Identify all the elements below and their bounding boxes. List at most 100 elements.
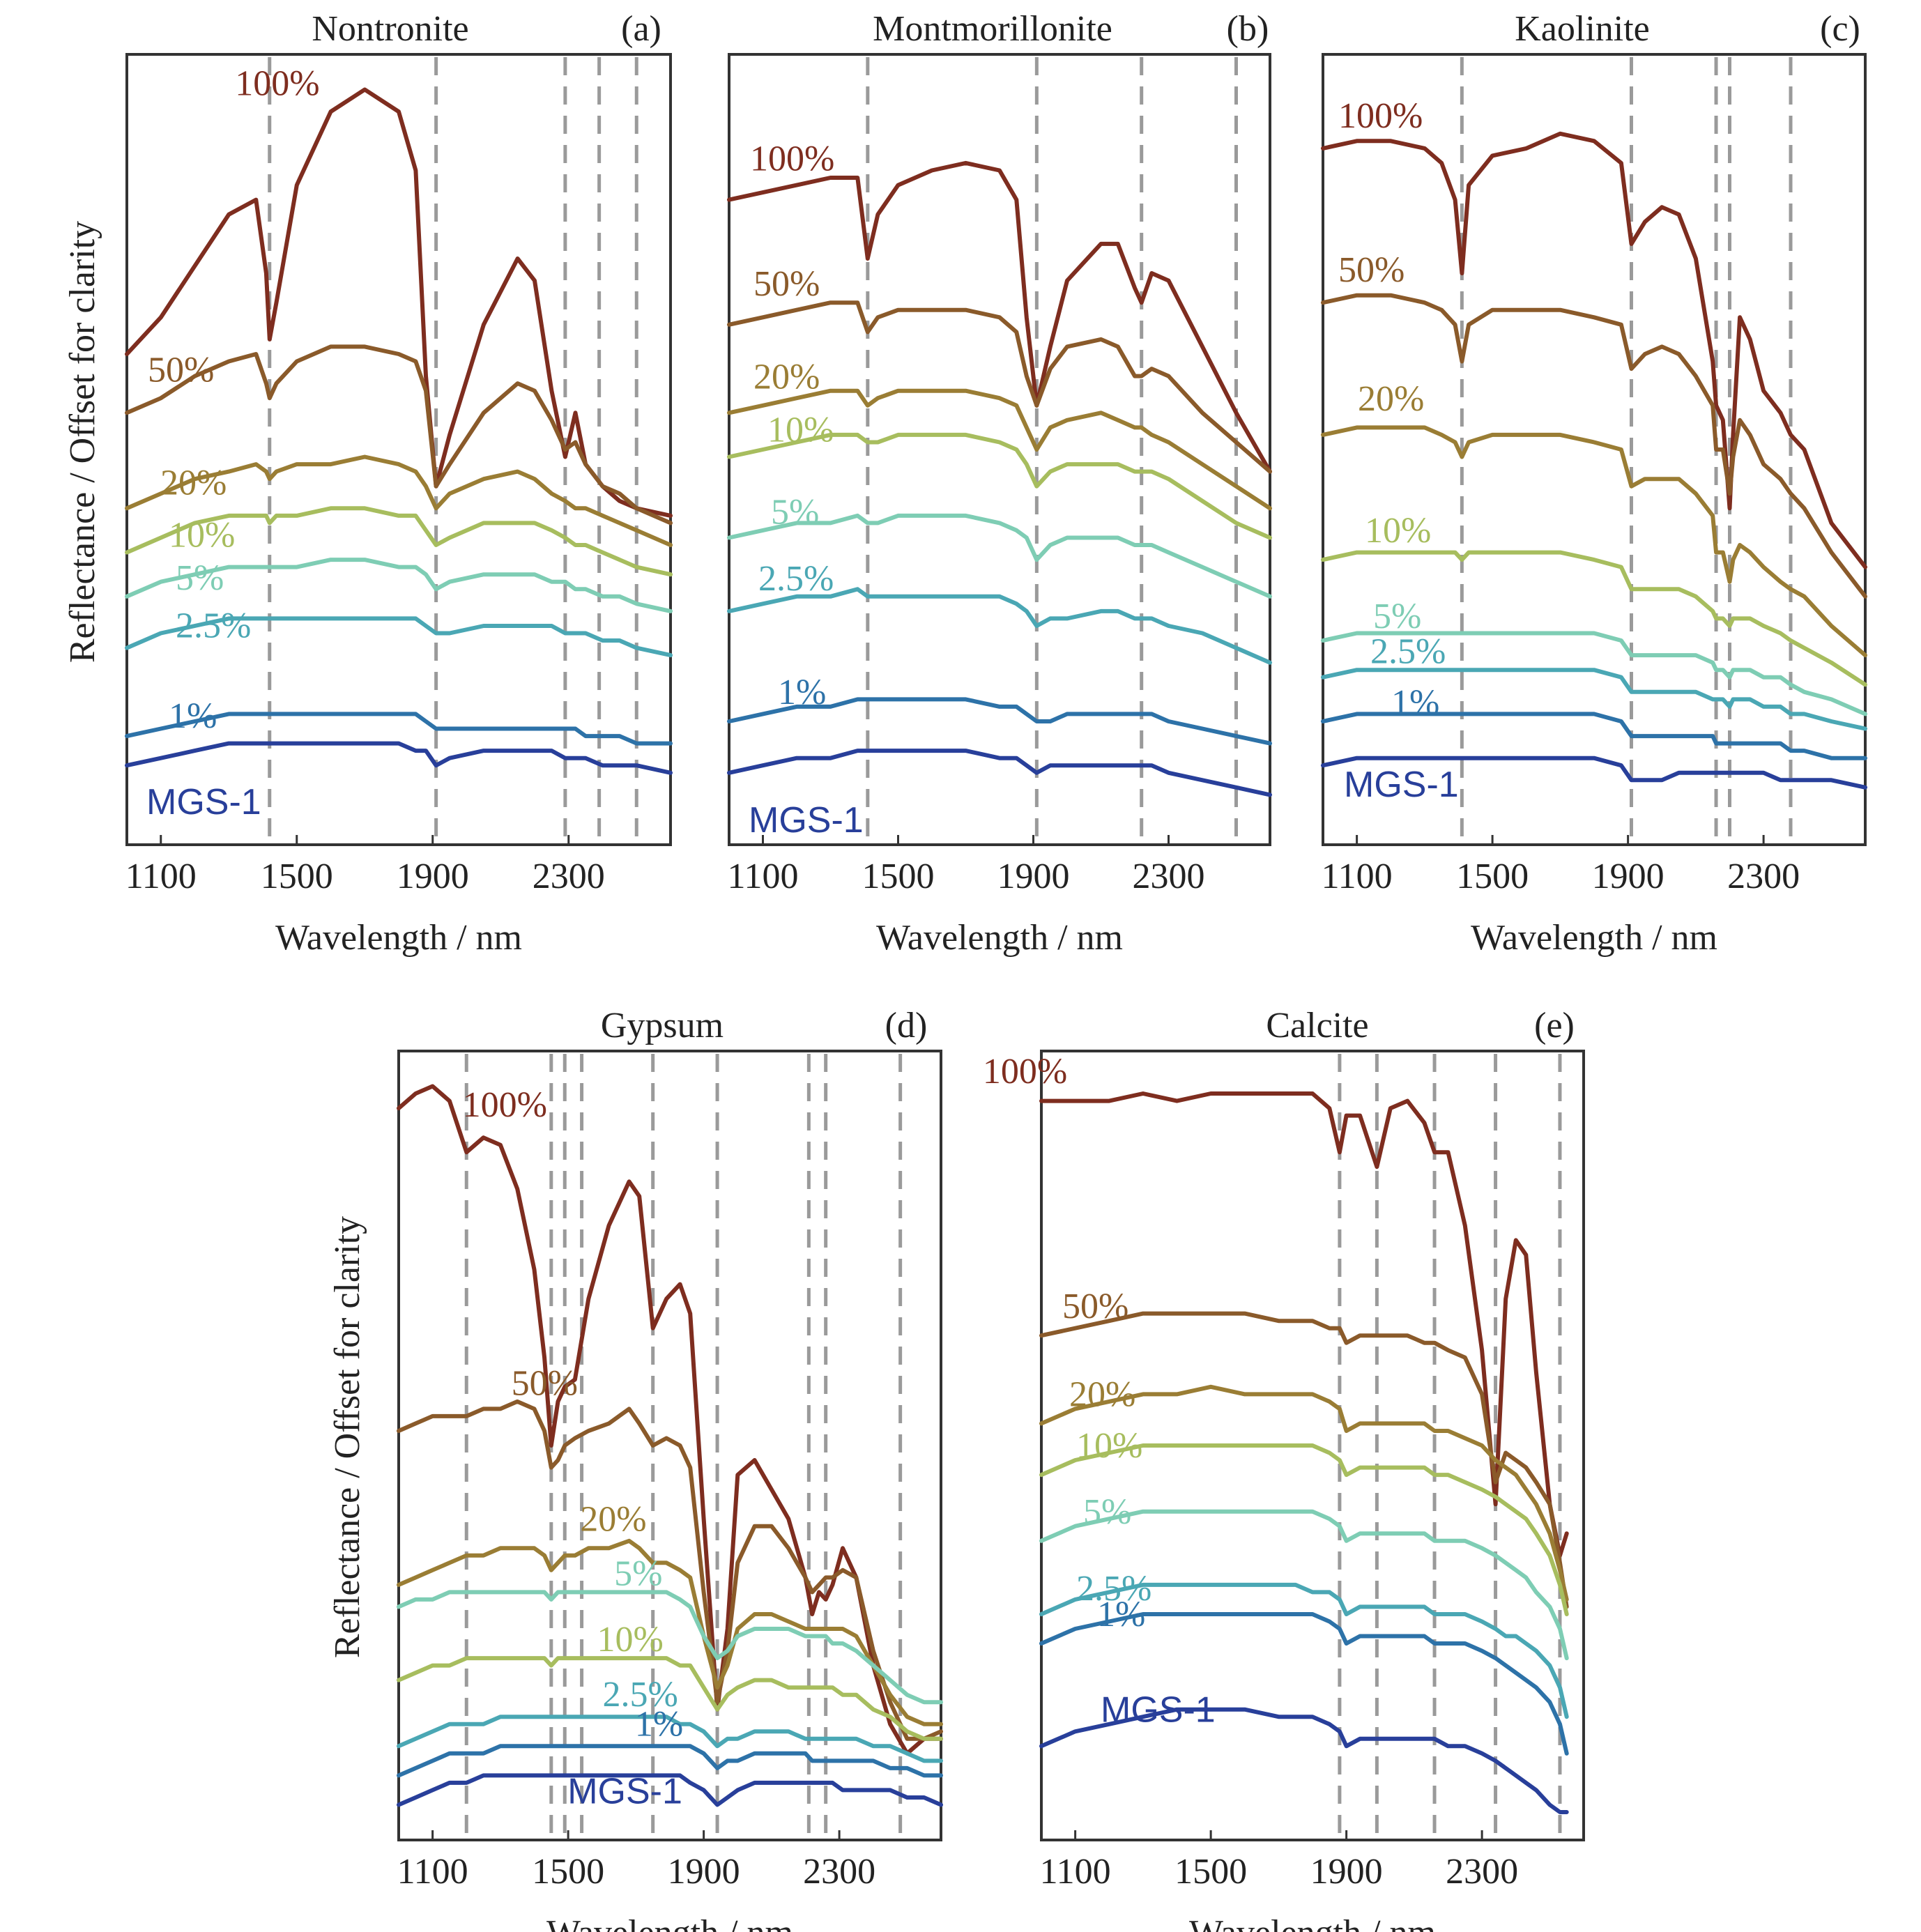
panel-a-x-tick-label-1100: 1100 <box>125 857 197 896</box>
panel-d-x-axis-label: Wavelength / nm <box>546 1913 793 1932</box>
panel-a-title: Nontronite <box>312 9 468 49</box>
panel-b-label-1pct: 1% <box>778 673 826 712</box>
panel-a-plot-frame <box>125 53 672 846</box>
panel-a-x-tick-label-2300: 2300 <box>533 857 605 896</box>
panel-e-letter: (e) <box>1534 1006 1575 1045</box>
panel-e-line-10pct <box>1039 1443 1569 1616</box>
panel-a-line-5pct <box>125 558 673 613</box>
panel-c-label-mgs1: MGS-1 <box>1344 765 1459 805</box>
panel-e-line-50pct <box>1039 1311 1569 1609</box>
panel-c-x-tick-label-1100: 1100 <box>1322 857 1393 896</box>
panel-a-line-1pct <box>125 712 673 746</box>
panel-c-x-axis-label: Wavelength / nm <box>1471 918 1717 958</box>
panel-b-x-tick-label-1900: 1900 <box>997 857 1070 896</box>
panel-d-title: Gypsum <box>601 1006 724 1045</box>
panel-c-x-tick-label-2300: 2300 <box>1727 857 1800 896</box>
panel-e-x-tick-label-1900: 1900 <box>1310 1852 1383 1892</box>
panel-c-letter: (c) <box>1820 9 1860 49</box>
panel-d-x-tick-label-2300: 2300 <box>803 1852 875 1892</box>
panel-a-x-axis-label: Wavelength / nm <box>275 918 522 958</box>
panel-b-line-20pct <box>727 388 1272 511</box>
panel-c-label-5pct: 5% <box>1373 597 1421 636</box>
y-axis-label-bottom: Reflectance / Offset for clarity <box>328 1216 367 1658</box>
panel-b-label-5pct: 5% <box>771 492 819 532</box>
panel-a-label-50pct: 50% <box>148 350 214 390</box>
panel-d-plot-frame <box>397 1050 942 1841</box>
panel-a-label-20pct: 20% <box>160 463 227 503</box>
panel-b-label-50pct: 50% <box>753 264 820 304</box>
panel-a-label-10pct: 10% <box>169 516 235 555</box>
panel-e-x-axis-label: Wavelength / nm <box>1189 1913 1436 1932</box>
panel-b-x-tick-label-2300: 2300 <box>1133 857 1205 896</box>
panel-d-label-2_5pct: 2.5% <box>603 1675 678 1715</box>
panel-c-label-20pct: 20% <box>1358 379 1424 419</box>
panel-e-label-1pct: 1% <box>1097 1595 1145 1634</box>
panel-a-label-mgs1: MGS-1 <box>146 782 261 822</box>
panel-a-line-10pct <box>125 506 673 577</box>
panel-a-label-2_5pct: 2.5% <box>176 606 251 646</box>
panel-c-line-mgs1 <box>1321 756 1867 790</box>
panel-d-x-tick-label-1100: 1100 <box>397 1852 468 1892</box>
panel-b-label-10pct: 10% <box>767 411 834 450</box>
panel-c-x-tick-label-1900: 1900 <box>1592 857 1664 896</box>
panel-e-line-1pct <box>1039 1612 1569 1756</box>
panel-d-line-20pct <box>397 1538 943 1726</box>
panel-a-line-50pct <box>125 344 673 526</box>
panel-b-label-2_5pct: 2.5% <box>758 559 834 599</box>
panel-d-line-mgs1 <box>397 1773 943 1807</box>
panel-b-line-100pct <box>727 160 1272 474</box>
panel-d-label-mgs1: MGS-1 <box>567 1771 682 1811</box>
panel-c: 1100 1500 1900 2300 Wavelength / nm Kaolinite… <box>1321 9 1867 958</box>
panel-c-line-2_5pct <box>1321 668 1867 731</box>
panel-d-line-10pct <box>397 1656 943 1741</box>
panel-b-x-tick-label-1500: 1500 <box>862 857 935 896</box>
panel-b-label-20pct: 20% <box>753 357 820 397</box>
panel-a-x-tick-label-1900: 1900 <box>397 857 469 896</box>
panel-e: 1100 1500 1900 2300 Wavelength / nm Calcite (e… <box>983 1006 1585 1932</box>
panel-d-label-100pct: 100% <box>463 1085 547 1125</box>
panel-b-line-2_5pct <box>727 587 1272 665</box>
panels: 1100 1500 1900 2300 Wavelength / nm Nontronit… <box>125 9 1867 1932</box>
panel-d-label-50pct: 50% <box>512 1363 578 1403</box>
panel-c-label-1pct: 1% <box>1391 683 1439 723</box>
panel-b-letter: (b) <box>1227 9 1269 49</box>
panel-d: 1100 1500 1900 2300 Wavelength / nm Gypsum (d)… <box>397 1006 943 1932</box>
panel-e-x-tick-label-2300: 2300 <box>1446 1852 1518 1892</box>
panel-b-label-mgs1: MGS-1 <box>749 800 864 841</box>
panel-c-label-10pct: 10% <box>1365 511 1431 551</box>
panel-b-line-50pct <box>727 300 1272 474</box>
panel-b-line-1pct <box>727 697 1272 746</box>
panel-b-plot-frame <box>728 53 1271 846</box>
panel-a-line-100pct <box>125 87 673 518</box>
panel-e-label-100pct: 100% <box>983 1052 1067 1091</box>
panel-a-letter: (a) <box>621 9 661 49</box>
panel-e-label-mgs1: MGS-1 <box>1101 1689 1216 1730</box>
panel-c-line-100pct <box>1321 131 1867 569</box>
panel-e-line-5pct <box>1039 1509 1569 1661</box>
panel-e-x-tick-label-1100: 1100 <box>1040 1852 1111 1892</box>
panel-c-line-20pct <box>1321 425 1867 658</box>
panel-d-x-tick-label-1900: 1900 <box>668 1852 740 1892</box>
panel-c-plot-frame <box>1322 53 1867 846</box>
panel-e-x-tick-label-1500: 1500 <box>1174 1852 1247 1892</box>
panel-c-line-1pct <box>1321 712 1867 760</box>
panel-d-line-5pct <box>397 1590 943 1705</box>
panel-a-line-mgs1 <box>125 741 673 775</box>
panel-e-line-100pct <box>1039 1091 1569 1558</box>
panel-e-label-20pct: 20% <box>1069 1374 1135 1414</box>
panel-e-line-2_5pct <box>1039 1582 1569 1719</box>
panel-a-line-2_5pct <box>125 616 673 658</box>
y-axis-label-top: Reflectance / Offset for clarity <box>63 221 102 663</box>
panel-b-line-mgs1 <box>727 749 1272 797</box>
panel-e-label-2_5pct: 2.5% <box>1076 1569 1151 1609</box>
panel-b-label-100pct: 100% <box>750 139 834 179</box>
panel-c-line-10pct <box>1321 550 1867 687</box>
panel-a-x-tick-label-1500: 1500 <box>261 857 333 896</box>
panel-b-line-10pct <box>727 432 1272 540</box>
panel-e-label-5pct: 5% <box>1083 1492 1131 1532</box>
panel-b-x-axis-label: Wavelength / nm <box>876 918 1123 958</box>
panel-d-label-20pct: 20% <box>580 1499 646 1539</box>
panel-d-line-2_5pct <box>397 1715 943 1763</box>
panel-c-x-tick-label-1500: 1500 <box>1456 857 1529 896</box>
